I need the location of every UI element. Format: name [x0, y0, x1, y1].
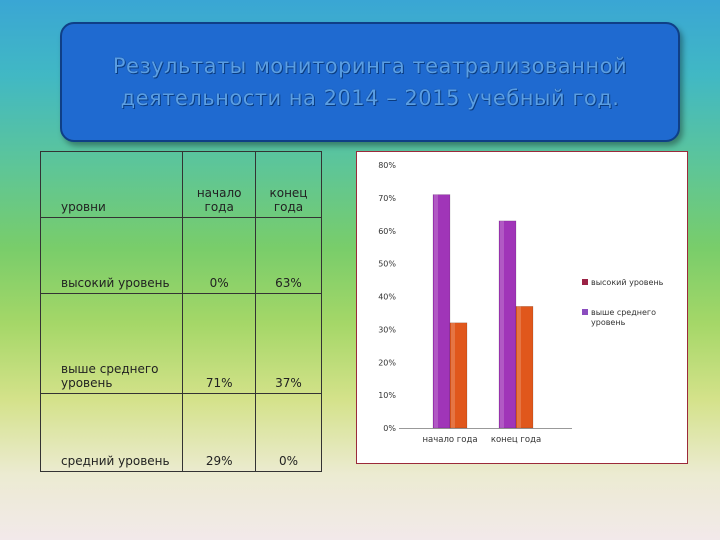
header-end: конец года: [254, 151, 323, 218]
y-tick-label: 30%: [378, 325, 396, 334]
bar-highlight: [517, 306, 521, 428]
title-banner: Результаты мониторинга театрализованной …: [60, 22, 680, 142]
row-end: 63%: [254, 217, 323, 294]
row-start: 71%: [182, 293, 256, 394]
table-row: выше среднего уровень 71% 37%: [39, 293, 323, 394]
results-table: уровни начало года конец года высокий ур…: [39, 151, 323, 472]
x-tick-label: конец года: [491, 435, 541, 445]
bar: [432, 194, 451, 429]
legend-label: выше среднего: [591, 308, 656, 317]
legend-label: уровень: [591, 318, 626, 327]
y-tick-label: 80%: [378, 161, 396, 170]
bar-highlight: [500, 220, 504, 428]
row-end: 0%: [254, 393, 323, 472]
legend-label: высокий уровень: [591, 278, 664, 287]
y-tick-label: 20%: [378, 358, 396, 367]
bar-highlight: [434, 194, 438, 428]
legend-swatch: [582, 279, 588, 285]
table-row: высокий уровень 0% 63%: [39, 217, 323, 294]
chart-area: 0% 10% 20% 30% 40% 50% 60% 70% 80% начало года кон…: [356, 151, 688, 464]
slide-title: Результаты мониторинга театрализованной …: [112, 54, 628, 110]
y-tick-label: 50%: [378, 260, 396, 269]
row-level: средний уровень: [39, 393, 184, 472]
row-start: 29%: [182, 393, 256, 472]
y-tick-label: 10%: [378, 391, 396, 400]
table-row: средний уровень 29% 0%: [39, 393, 323, 472]
bar: [515, 306, 534, 429]
row-level: высокий уровень: [39, 217, 184, 294]
bar-highlight: [451, 322, 455, 428]
header-levels: уровни: [39, 151, 184, 218]
y-tick-label: 60%: [378, 227, 396, 236]
bar-chart: 0% 10% 20% 30% 40% 50% 60% 70% 80% начало года кон…: [378, 161, 664, 445]
table-header-row: уровни начало года конец года: [39, 151, 323, 218]
bar: [449, 322, 468, 429]
y-tick-label: 0%: [383, 424, 396, 433]
row-level: выше среднего уровень: [39, 293, 184, 394]
y-tick-label: 40%: [378, 293, 396, 302]
row-end: 37%: [254, 293, 323, 394]
x-tick-label: начало года: [422, 435, 477, 445]
legend-swatch: [582, 309, 588, 315]
header-start: начало года: [182, 151, 256, 218]
y-tick-label: 70%: [378, 194, 396, 203]
row-start: 0%: [182, 217, 256, 294]
